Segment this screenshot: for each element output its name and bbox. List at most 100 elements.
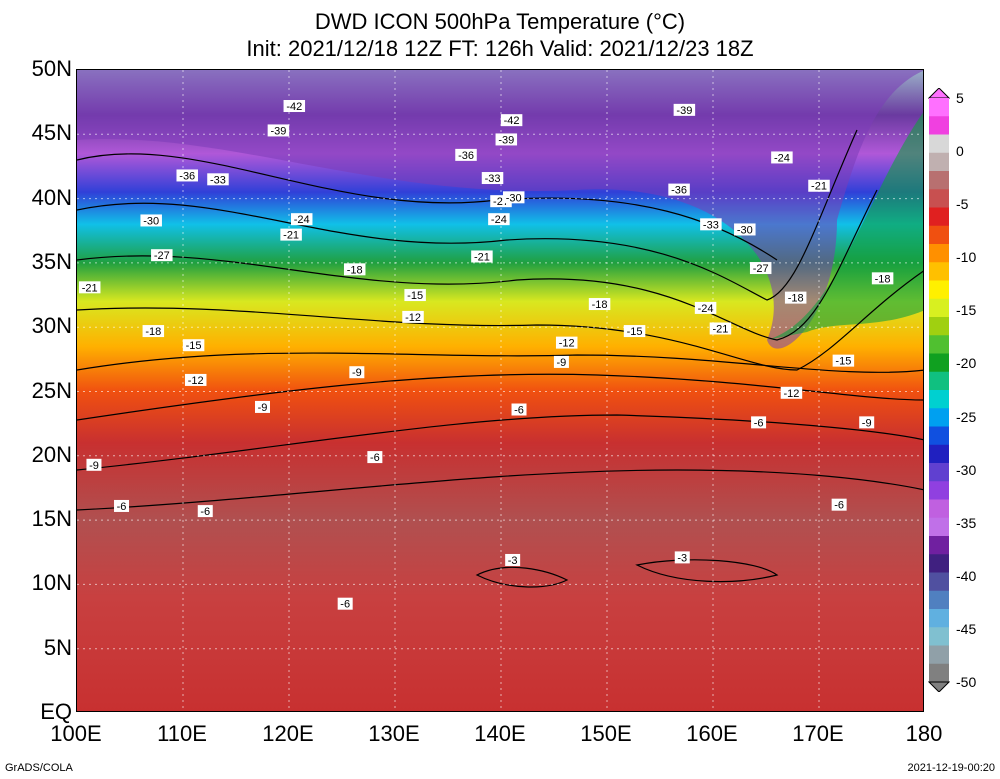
contour-label-text: -39 — [498, 134, 514, 146]
contour-label-text: -3 — [508, 555, 518, 567]
contour-label: -3 — [505, 553, 521, 567]
contour-label-box — [871, 272, 894, 285]
colorbar-label: -20 — [956, 355, 977, 372]
contour-label-text: -18 — [788, 293, 804, 305]
contour-label: -6 — [114, 499, 130, 513]
chart-subtitle: Init: 2021/12/18 12Z FT: 126h Valid: 202… — [246, 36, 754, 61]
contour-label: -21 — [78, 281, 101, 294]
contour-label-box — [151, 249, 173, 262]
colorbar-swatch — [929, 244, 949, 263]
contour-label: -15 — [623, 325, 646, 338]
contour-label-text: -6 — [370, 452, 380, 464]
contour-label-box — [488, 213, 510, 226]
contour-lines — [77, 129, 923, 588]
contour-label-box — [481, 172, 504, 185]
latitude-label: 30N — [31, 313, 72, 339]
contour-label: -12 — [402, 310, 424, 324]
contour-label-box — [553, 355, 569, 368]
contour-label-text: -33 — [703, 219, 719, 231]
contour-label-text: -9 — [557, 357, 567, 369]
contour-label-box — [588, 298, 611, 311]
contour-label: -21 — [709, 322, 732, 335]
cold-trough — [77, 70, 923, 349]
contour-label-box — [280, 228, 302, 241]
contour-label: -33 — [481, 172, 504, 185]
contour-label: -27 — [749, 262, 772, 275]
contour-label-box — [780, 386, 803, 399]
colorbar-swatch — [929, 335, 949, 354]
colorbar-label: -25 — [956, 408, 977, 425]
colorbar-swatch — [929, 663, 949, 683]
colorbar-label: -45 — [956, 620, 977, 637]
contour-label-text: -27 — [753, 263, 769, 275]
contour-label: -12 — [780, 386, 803, 400]
contour-label-text: -30 — [506, 192, 522, 204]
colorbar-swatch — [929, 481, 949, 500]
contour-label-text: -12 — [188, 375, 204, 387]
colorbar-swatch — [929, 408, 949, 427]
contour-label-box — [367, 451, 383, 464]
contour-label-box — [623, 325, 646, 338]
map-plot-area: -42 -42 -39 -39 -39 -36 -36 -33 -33 -36 -24 -21 -27-… — [76, 69, 924, 712]
contour-label-box — [709, 322, 732, 335]
colorbar-label: -15 — [956, 302, 977, 319]
contour-label-box — [471, 250, 493, 263]
latitude-label: EQ — [40, 699, 72, 724]
contour-label-text: -12 — [783, 388, 799, 400]
contour-label-box — [555, 336, 578, 349]
contour-label-text: -3 — [677, 552, 687, 564]
contour-label-box — [255, 400, 270, 413]
contour-label-text: -42 — [286, 101, 302, 113]
contour-label-box — [114, 499, 130, 512]
isotherm-line — [77, 469, 923, 511]
contour-label-text: -18 — [347, 264, 363, 276]
colorbar-label: -5 — [956, 196, 969, 213]
contour-label: -30 — [140, 214, 162, 227]
contour-label-box — [505, 553, 521, 566]
colorbar-swatch — [929, 444, 949, 464]
latitude-label: 40N — [31, 184, 72, 210]
colorbar-swatch — [929, 645, 949, 665]
colorbar-swatch — [929, 627, 949, 646]
longitude-label: 100E — [50, 721, 102, 746]
contour-label: -6 — [751, 416, 767, 429]
contour-label-text: -12 — [405, 312, 421, 324]
colorbar-label: -30 — [956, 461, 977, 478]
colorbar-swatch — [929, 609, 949, 628]
contour-label-text: -6 — [340, 599, 350, 611]
contour-label-text: -6 — [200, 506, 210, 518]
colorbar-swatch — [929, 499, 949, 519]
contour-label-text: -12 — [559, 338, 575, 350]
latitude-label: 15N — [31, 506, 72, 532]
contour-label: -9 — [255, 400, 270, 414]
contour-label-box — [502, 191, 525, 204]
contour-label-box — [86, 458, 102, 471]
contour-label-box — [182, 339, 205, 352]
colorbar-label: 0 — [956, 143, 964, 160]
contour-label-box — [784, 291, 807, 304]
contour-label-text: -42 — [504, 115, 520, 127]
contour-label-text: -24 — [491, 214, 507, 226]
colorbar-label: -50 — [956, 674, 977, 690]
colorbar-swatch — [929, 572, 949, 592]
contour-label: -3 — [674, 551, 690, 564]
contour-label: -24 — [290, 213, 313, 226]
footer-credit: GrADS/COLA — [5, 762, 73, 774]
contour-label: -9 — [349, 366, 365, 379]
contour-label: -6 — [337, 597, 353, 611]
colorbar-swatch — [929, 463, 949, 482]
temperature-map: -42-42-39-39-39-36-36 -33 -33-36-24-21-27-… — [77, 70, 923, 711]
contour-label-box — [832, 354, 855, 367]
contour-label: -15 — [832, 354, 855, 368]
contour-label-box — [808, 179, 830, 192]
contour-label-text: -6 — [754, 417, 764, 429]
longitude-label: 120E — [262, 721, 314, 746]
colorbar-swatch — [929, 536, 949, 555]
colorbar-swatch — [929, 134, 949, 154]
contour-label: -18 — [343, 263, 366, 276]
contour-label: -9 — [86, 458, 102, 472]
longitude-label: 180 — [905, 721, 943, 746]
contour-label-text: -36 — [458, 150, 474, 162]
longitude-label: 170E — [792, 721, 844, 746]
contour-label-box — [700, 218, 722, 231]
